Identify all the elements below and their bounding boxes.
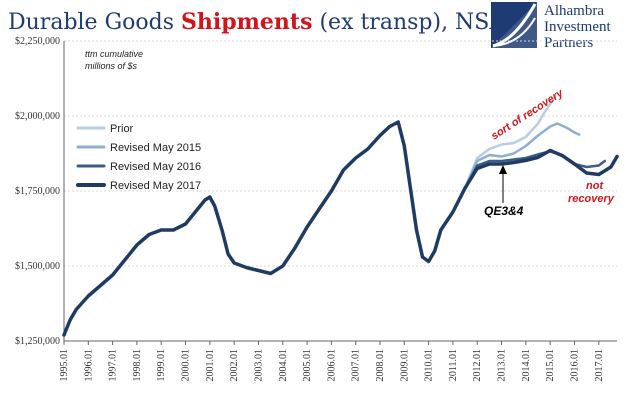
legend: Prior Revised May 2015 Revised May 2016 Rev… (76, 123, 201, 192)
y-axis: $1,250,000 $1,500,000 $1,750,000 $2,000,000… (15, 36, 65, 347)
logo-line-2: Investment (544, 19, 611, 35)
title-highlight: Shipments (181, 9, 312, 35)
series-line-1 (463, 95, 557, 190)
grid (64, 40, 617, 267)
y-tick-label: $2,000,000 (15, 111, 60, 122)
x-tick-label: 2007.01 (351, 349, 362, 382)
x-tick-label: 2013.01 (497, 349, 508, 382)
series-line-2 (463, 122, 581, 190)
legend-label: Prior (110, 123, 134, 135)
alhambra-logo-icon (491, 2, 537, 48)
logo-line-1: Alhambra (544, 3, 604, 19)
x-tick-label: 2004.01 (278, 349, 289, 382)
x-tick-label: 2006.01 (326, 349, 337, 382)
unit-note-line-1: ttm cumulative (85, 49, 143, 59)
legend-label: Revised May 2016 (110, 161, 201, 173)
x-tick-label: 2016.01 (569, 349, 580, 382)
legend-label: Revised May 2017 (110, 180, 201, 192)
unit-note-line-2: millions of $s (85, 61, 138, 71)
x-tick-label: 2017.01 (594, 349, 605, 382)
x-tick-label: 2002.01 (229, 349, 240, 382)
x-tick-label: 2015.01 (545, 349, 556, 382)
x-tick-label: 2003.01 (253, 349, 264, 382)
y-tick-label: $2,250,000 (15, 36, 60, 47)
x-tick-label: 2009.01 (399, 349, 410, 382)
title-part-3: (ex transp), NSA (312, 10, 506, 35)
x-tick-label: 2000.01 (181, 349, 192, 382)
x-tick-label: 2011.01 (448, 349, 459, 381)
x-tick-label: 2012.01 (472, 349, 483, 382)
x-tick-label: 1996.01 (83, 349, 94, 382)
x-tick-label: 2010.01 (424, 349, 435, 382)
title-part-1: Durable Goods (8, 10, 181, 35)
x-tick-label: 1998.01 (132, 349, 143, 382)
qe-arrow (499, 165, 507, 203)
x-tick-label: 2014.01 (521, 349, 532, 382)
x-tick-label: 1995.01 (59, 349, 70, 382)
series-lines (62, 95, 619, 337)
annotation-qe: QE3&4 (484, 204, 524, 218)
x-tick-label: 2001.01 (205, 349, 216, 382)
series-line-3 (463, 150, 607, 190)
x-tick-label: 2005.01 (302, 349, 313, 382)
annotation-recovery: recovery (568, 193, 615, 205)
x-tick-label: 1999.01 (156, 349, 167, 382)
logo-line-3: Partners (544, 35, 593, 51)
alhambra-logo: Alhambra Investment Partners (491, 2, 611, 51)
x-tick-label: 1997.01 (108, 349, 119, 382)
series-line-history (62, 120, 467, 337)
y-tick-label: $1,750,000 (15, 186, 60, 197)
annotation-not: not (586, 180, 604, 192)
legend-label: Revised May 2015 (110, 142, 201, 154)
x-axis: 1995.01 1996.01 1997.01 1998.01 1999.01 2000.… (59, 340, 617, 382)
chart-title: Durable Goods Shipments (ex transp), NSA (8, 9, 506, 35)
y-tick-label: $1,500,000 (15, 261, 60, 272)
series-line-4 (463, 148, 619, 190)
y-tick-label: $1,250,000 (15, 336, 60, 347)
x-tick-label: 2008.01 (375, 349, 386, 382)
